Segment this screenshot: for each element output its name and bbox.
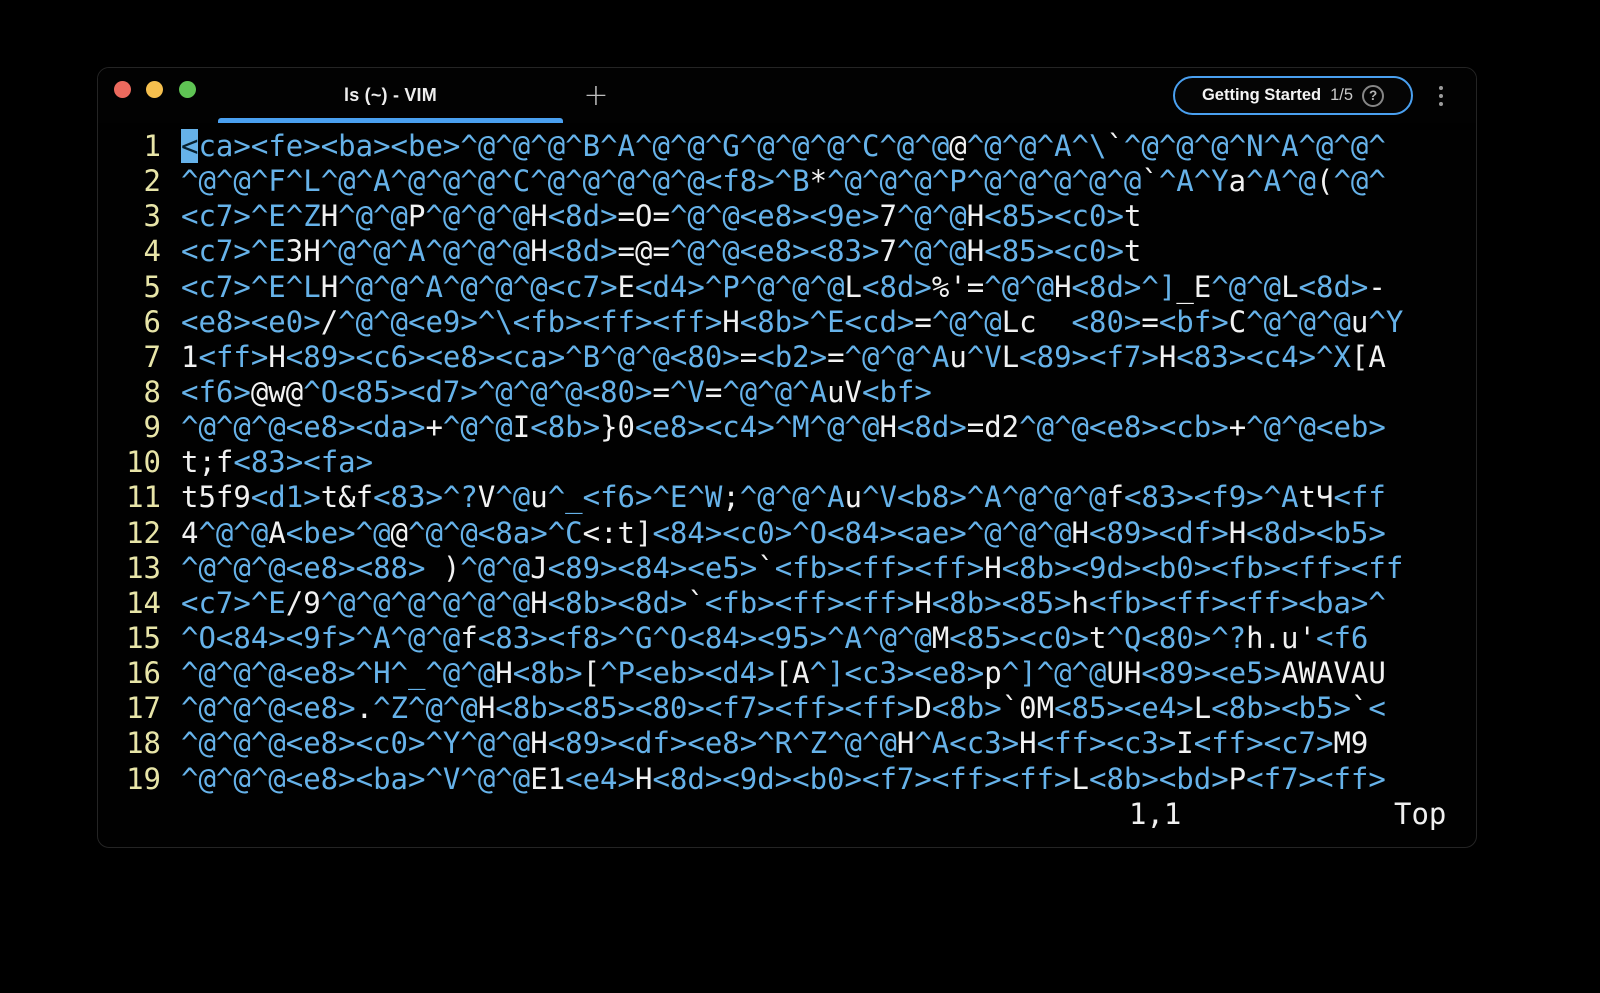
line-number: 5 <box>143 269 161 304</box>
buffer-line[interactable]: 10 t;f<83><fa> <box>98 445 1476 480</box>
buffer-line[interactable]: 19 ^@^@^@<e8><ba>^V^@^@E1<e4>H<8d><9d><b0… <box>98 762 1476 797</box>
line-number: 17 <box>126 691 161 726</box>
line-number: 2 <box>143 164 161 199</box>
buffer-line[interactable]: 17 ^@^@^@<e8>.^Z^@^@H<8b><85><80><f7><ff>… <box>98 691 1476 726</box>
title-bar: ls (~) - VIM + Getting Started 1/5 ? <box>98 68 1476 123</box>
buffer-line[interactable]: 7 1<ff>H<89><c6><e8><ca>^B^@^@<80>=<b2>=^… <box>98 340 1476 375</box>
buffer-line[interactable]: 3 <c7>^E^ZH^@^@P^@^@^@H<8d>=O=^@^@<e8><9e… <box>98 199 1476 234</box>
buffer-line[interactable]: 4 <c7>^E3H^@^@^A^@^@^@H<8d>=@=^@^@<e8><83… <box>98 234 1476 269</box>
getting-started-button[interactable]: Getting Started 1/5 ? <box>1173 76 1413 115</box>
line-number: 14 <box>126 585 161 620</box>
line-number: 15 <box>126 620 161 655</box>
vim-cursor: < <box>181 129 199 163</box>
line-number: 4 <box>143 234 161 269</box>
vim-status-line: 1,1 Top <box>98 797 1476 832</box>
line-number: 11 <box>126 480 161 515</box>
cursor-position-ruler: 1,1 <box>1129 796 1182 831</box>
buffer-line[interactable]: 8 <f6>@w@^O<85><d7>^@^@^@<80>=^V=^@^@^AuV… <box>98 375 1476 410</box>
getting-started-label: Getting Started <box>1201 86 1322 104</box>
line-number: 3 <box>143 199 161 234</box>
buffer-line[interactable]: 9 ^@^@^@<e8><da>+^@^@I<8b>}0<e8><c4>^M^@^… <box>98 410 1476 445</box>
minimize-window-icon[interactable] <box>146 81 163 98</box>
line-number: 1 <box>143 129 161 163</box>
line-number: 19 <box>126 761 161 796</box>
buffer-line[interactable]: 14 <c7>^E/9^@^@^@^@^@^@H<8b><8d>`<fb><ff>… <box>98 586 1476 621</box>
line-number: 6 <box>143 304 161 339</box>
line-number: 18 <box>126 726 161 761</box>
buffer-line[interactable]: 2 ^@^@^F^L^@^A^@^@^@^C^@^@^@^@^@<f8>^B*^@… <box>98 164 1476 199</box>
line-number: 9 <box>143 410 161 445</box>
new-tab-button[interactable]: + <box>583 77 609 113</box>
help-icon: ? <box>1362 84 1385 107</box>
tab-active[interactable]: ls (~) - VIM <box>218 68 563 123</box>
kebab-menu-icon[interactable] <box>1432 81 1450 111</box>
buffer-line[interactable]: 13 ^@^@^@<e8><88> )^@^@J<89><84><e5>`<fb>… <box>98 551 1476 586</box>
buffer-line[interactable]: 1 <ca><fe><ba><be>^@^@^@^B^A^@^@^G^@^@^@^… <box>98 129 1476 164</box>
vim-buffer[interactable]: 1 <ca><fe><ba><be>^@^@^@^B^A^@^@^G^@^@^@^… <box>98 123 1476 797</box>
line-number: 8 <box>143 374 161 409</box>
zoom-window-icon[interactable] <box>179 81 196 98</box>
line-number: 16 <box>126 656 161 691</box>
line-number: 7 <box>143 339 161 374</box>
getting-started-progress: 1/5 <box>1330 86 1354 104</box>
buffer-line[interactable]: 5 <c7>^E^LH^@^@^A^@^@^@<c7>E<d4>^P^@^@^@L… <box>98 270 1476 305</box>
buffer-line[interactable]: 18 ^@^@^@<e8><c0>^Y^@^@H<89><df><e8>^R^Z^… <box>98 726 1476 761</box>
close-window-icon[interactable] <box>114 81 131 98</box>
tab-title: ls (~) - VIM <box>344 85 437 105</box>
line-number: 13 <box>126 550 161 585</box>
line-number: 10 <box>126 445 161 480</box>
buffer-line[interactable]: 6 <e8><e0>/^@^@<e9>^\<fb><ff><ff>H<8b>^E<… <box>98 305 1476 340</box>
active-tab-indicator <box>218 118 563 123</box>
buffer-line[interactable]: 16 ^@^@^@<e8>^H^_^@^@H<8b>[^P<eb><d4>[A^]… <box>98 656 1476 691</box>
terminal-window: ls (~) - VIM + Getting Started 1/5 ? 1 <c… <box>97 67 1477 848</box>
buffer-line[interactable]: 12 4^@^@A<be>^@@^@^@<8a>^C<:t]<84><c0>^O<… <box>98 516 1476 551</box>
line-number: 12 <box>126 515 161 550</box>
buffer-line[interactable]: 15 ^O<84><9f>^A^@^@f<83><f8>^G^O<84><95>^… <box>98 621 1476 656</box>
buffer-line[interactable]: 11 t5f9<d1>t&f<83>^?V^@u^_<f6>^E^W;^@^@^A… <box>98 480 1476 515</box>
scroll-position: Top <box>1394 796 1447 831</box>
